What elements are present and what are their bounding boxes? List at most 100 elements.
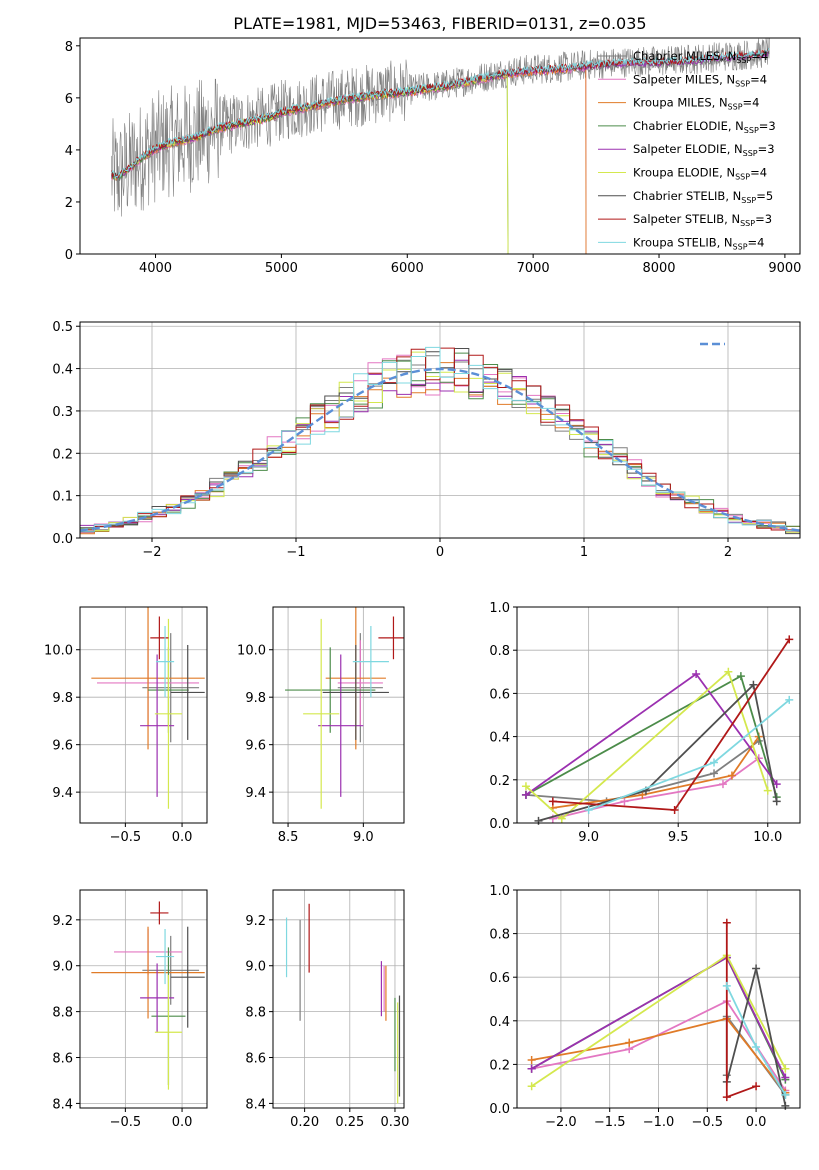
y-tick-label: 0.4 <box>52 363 73 378</box>
axes-frame <box>272 889 405 1109</box>
axes-frame <box>79 37 801 255</box>
x-tick-label: −2 <box>142 545 161 560</box>
plus-marker <box>584 806 593 815</box>
massweight-vs-Z-panel: −2.0 −1.5 −1.0 −0.5 0.0 0.0 0.2 0.4 0.6 0.8 1.0 <box>489 884 801 1130</box>
y-tick-label: 9.2 <box>52 914 73 929</box>
plus-marker <box>625 1038 634 1047</box>
x-tick-label: 6000 <box>391 261 424 276</box>
plus-marker <box>534 816 543 825</box>
plus-marker <box>557 814 566 823</box>
observed-spectrum-line <box>111 38 770 217</box>
y-tick-label: 8 <box>65 40 73 55</box>
y-tick-label: 0.4 <box>489 1015 510 1030</box>
model-spectrum-line <box>111 48 770 179</box>
y-tick-label: 1.0 <box>489 601 510 616</box>
y-tick-label: 9.6 <box>245 739 266 754</box>
axes-frame <box>79 889 208 1109</box>
y-tick-label: 9.8 <box>245 691 266 706</box>
plus-marker <box>727 771 736 780</box>
plus-marker <box>718 780 727 789</box>
plus-marker <box>736 672 745 681</box>
y-tick-label: 0.8 <box>489 644 510 659</box>
y-tick-label: 0.8 <box>489 928 510 943</box>
x-tick-label: 2 <box>724 545 732 560</box>
plus-marker <box>722 918 731 927</box>
plus-marker <box>749 680 758 689</box>
y-tick-label: 9.8 <box>52 691 73 706</box>
x-tick-label: 9000 <box>768 261 801 276</box>
y-tick-label: 8.6 <box>52 1052 73 1067</box>
y-tick-label: 4 <box>65 144 73 159</box>
plus-marker <box>785 635 794 644</box>
y-tick-label: 0.1 <box>52 490 73 505</box>
legend-label: Kroupa ELODIE, NSSP=4 <box>633 166 767 182</box>
massweight-vs-age-panel: 9.0 9.5 10.0 0.0 0.2 0.4 0.6 0.8 1.0 <box>489 601 801 845</box>
plus-marker <box>781 1090 790 1099</box>
plus-marker <box>521 790 530 799</box>
plus-marker <box>620 797 629 806</box>
x-tick-label: −0.5 <box>110 1115 142 1130</box>
legend-label: Chabrier STELIB, NSSP=5 <box>633 189 773 205</box>
plus-marker <box>710 769 719 778</box>
y-tick-label: 8.4 <box>245 1097 266 1112</box>
y-tick-label: 9.4 <box>52 786 73 801</box>
y-tick-label: 9.0 <box>52 960 73 975</box>
x-tick-label: 7000 <box>517 261 550 276</box>
plus-marker <box>521 782 530 791</box>
x-tick-label: 8000 <box>642 261 675 276</box>
plus-marker <box>781 1073 790 1082</box>
x-tick-label: −0.5 <box>110 830 142 845</box>
plus-marker <box>670 806 679 815</box>
y-tick-label: 10.0 <box>44 644 73 659</box>
y-tick-label: 0.5 <box>52 320 73 335</box>
y-tick-label: 0.0 <box>52 532 73 547</box>
age-vs-mass-panel: 8.5 9.0 9.4 9.6 9.8 10.0 <box>237 606 405 845</box>
age-vs-Z-panel: −0.5 0.0 9.4 9.6 9.8 10.0 <box>44 606 208 845</box>
plus-marker <box>548 797 557 806</box>
x-tick-label: 9.0 <box>578 830 599 845</box>
y-tick-label: 0.3 <box>52 405 73 420</box>
mass-weight-line <box>552 736 760 809</box>
plus-marker <box>752 1042 761 1051</box>
y-tick-label: 6 <box>65 92 73 107</box>
plus-marker <box>722 981 731 990</box>
x-tick-label: 0.30 <box>380 1115 409 1130</box>
plus-marker <box>527 1082 536 1091</box>
x-tick-label: 5000 <box>265 261 298 276</box>
y-tick-label: 1.0 <box>489 884 510 899</box>
y-tick-label: 0 <box>65 248 73 263</box>
y-tick-label: 8.8 <box>245 1006 266 1021</box>
legend-label: Chabrier MILES, NSSP=4 <box>633 49 768 65</box>
figure-title: PLATE=1981, MJD=53463, FIBERID=0131, z=0… <box>233 14 646 33</box>
y-tick-label: 0.0 <box>489 1102 510 1117</box>
y-tick-label: 0.0 <box>489 817 510 832</box>
y-tick-label: 0.2 <box>489 1058 510 1073</box>
x-tick-label: 0.0 <box>172 830 193 845</box>
x-tick-label: 9.0 <box>353 830 374 845</box>
x-tick-label: 0 <box>436 545 444 560</box>
x-tick-label: 0.0 <box>172 1115 193 1130</box>
x-tick-label: 0.20 <box>290 1115 319 1130</box>
model-spectrum-line <box>111 47 770 179</box>
x-tick-label: 0.25 <box>335 1115 364 1130</box>
mass-weight-line <box>538 682 778 822</box>
y-tick-label: 0.4 <box>489 731 510 746</box>
x-tick-label: 4000 <box>139 261 172 276</box>
x-tick-label: −1.0 <box>643 1115 675 1130</box>
model-spectrum-line <box>111 50 770 181</box>
axes-frame <box>516 889 801 1109</box>
residuals-panel: −2 −1 0 1 2 0.0 0.1 0.2 0.3 0.4 0.5 <box>52 320 801 560</box>
y-tick-label: 2 <box>65 196 73 211</box>
plus-marker <box>527 1064 536 1073</box>
legend-label: Salpeter ELODIE, NSSP=3 <box>633 142 775 158</box>
y-tick-label: 0.2 <box>489 774 510 789</box>
y-tick-label: 10.0 <box>237 644 266 659</box>
y-tick-label: 9.2 <box>245 914 266 929</box>
mass-weight-line <box>525 672 778 796</box>
axes-frame <box>516 606 801 824</box>
y-tick-label: 8.8 <box>52 1006 73 1021</box>
plus-marker <box>752 1082 761 1091</box>
y-tick-label: 9.0 <box>245 960 266 975</box>
plus-marker <box>527 1056 536 1065</box>
